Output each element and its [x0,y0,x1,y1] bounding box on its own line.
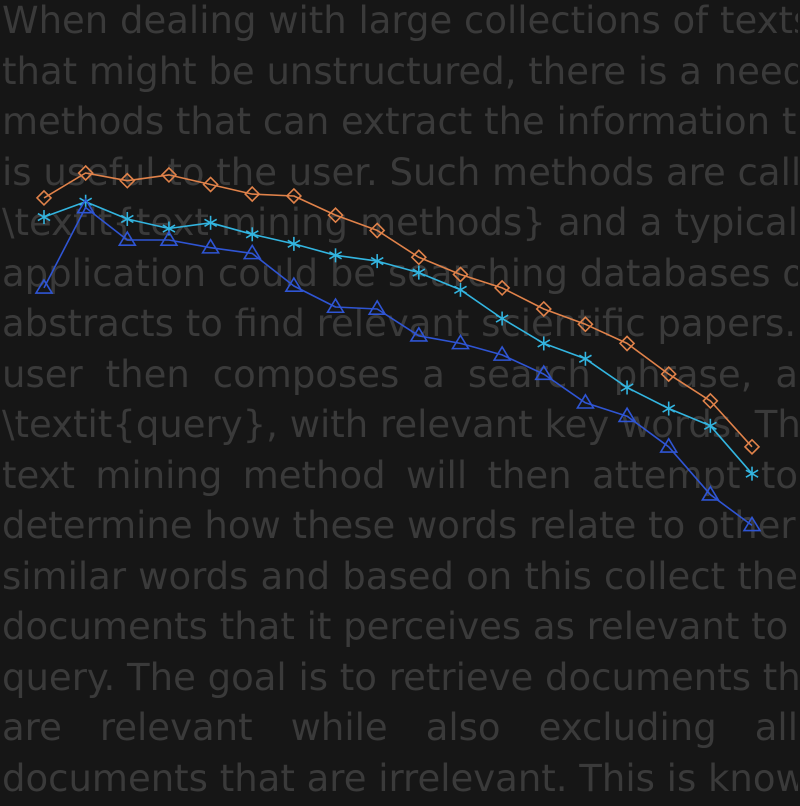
data-point-asterisk [204,215,218,230]
data-point-asterisk [412,265,426,280]
data-point-diamond [452,266,469,283]
series-triangle [34,197,762,532]
paragraph-line: determine how these words relate to othe… [2,504,798,547]
paragraph-line: \textit{text mining methods} and a typic… [2,201,798,244]
asterisk-stroke [662,404,676,413]
data-point-triangle [201,238,221,254]
data-point-diamond [577,316,594,333]
data-point-asterisk [453,282,467,297]
data-point-diamond [77,164,94,182]
asterisk-stroke [37,212,51,222]
data-point-triangle [117,230,137,247]
data-point-diamond [35,189,53,207]
data-point-asterisk [37,210,51,225]
data-point-asterisk [662,401,676,416]
data-point-asterisk [287,236,301,251]
asterisk-stroke [537,339,551,348]
series-line [43,206,753,527]
data-point-diamond [493,279,511,297]
data-point-diamond [410,249,427,266]
series-diamond [35,164,761,455]
asterisk-stroke [79,197,93,206]
data-point-diamond [743,438,761,455]
data-point-diamond [618,335,636,352]
data-point-triangle [617,406,637,423]
data-point-triangle [409,326,429,342]
data-point-asterisk [245,227,259,242]
data-point-asterisk [703,418,717,433]
data-point-asterisk [578,351,592,366]
data-point-diamond [369,222,386,239]
data-point-triangle [159,230,179,247]
data-point-triangle [534,364,554,381]
data-point-asterisk [329,248,343,263]
data-point-triangle [659,437,679,453]
data-point-asterisk [120,211,134,226]
paragraph-line: documents that it perceives as relevant … [2,605,798,648]
series-line [43,200,753,475]
data-point-diamond [660,365,677,383]
asterisk-stroke [620,383,634,392]
data-point-asterisk [537,336,551,351]
data-point-diamond [327,206,344,224]
asterisk-stroke [745,469,759,478]
asterisk-stroke [412,268,426,277]
data-point-triangle [367,299,387,315]
data-point-diamond [285,187,303,205]
paragraph-line: is useful to the user. Such methods are … [2,150,798,194]
data-point-diamond [244,185,261,203]
data-point-diamond [202,176,219,193]
paragraph-line: methods that can extract the information… [2,100,798,143]
series-line [43,172,753,448]
data-point-triangle [76,197,96,214]
asterisk-stroke [370,256,384,266]
paragraph-line: user then composes a search phrase, a [2,352,798,396]
data-point-asterisk [79,194,93,209]
asterisk-stroke [245,230,259,239]
data-point-diamond [535,300,552,318]
data-point-triangle [575,393,595,409]
asterisk-stroke [495,314,509,323]
paragraph-line: query. The goal is to retrieve documents… [2,655,798,699]
paragraph-line: similar words and based on this collect … [2,554,798,598]
paragraph-line: that might be unstructured, there is a n… [2,49,798,93]
paragraph-line: documents that are irrelevant. This is k… [2,756,798,800]
data-point-triangle [492,345,512,361]
data-point-triangle [451,333,470,350]
paragraph-line: text mining method will then attempt to [2,453,798,497]
asterisk-stroke [162,224,176,233]
data-point-diamond [160,166,178,184]
data-point-asterisk [495,311,509,326]
data-point-asterisk [620,380,634,395]
asterisk-stroke [703,421,717,430]
paragraph-line: are relevant while also excluding all [2,706,798,749]
data-point-asterisk [745,466,759,481]
asterisk-stroke [578,354,592,363]
data-point-triangle [700,485,720,501]
asterisk-stroke [204,218,218,227]
asterisk-stroke [329,251,343,260]
data-point-asterisk [370,254,384,269]
paragraph-line: When dealing with large collections of t… [2,0,798,42]
data-point-diamond [702,392,719,410]
data-point-triangle [284,276,304,292]
data-point-triangle [34,278,54,294]
asterisk-stroke [287,239,301,249]
paragraph-line: application could be searching databases… [2,251,798,295]
data-point-triangle [242,243,262,260]
asterisk-stroke [120,214,134,224]
data-point-triangle [326,297,345,314]
asterisk-stroke [453,285,467,295]
series-asterisk [37,194,759,481]
data-point-diamond [119,172,136,189]
data-point-triangle [742,515,762,532]
